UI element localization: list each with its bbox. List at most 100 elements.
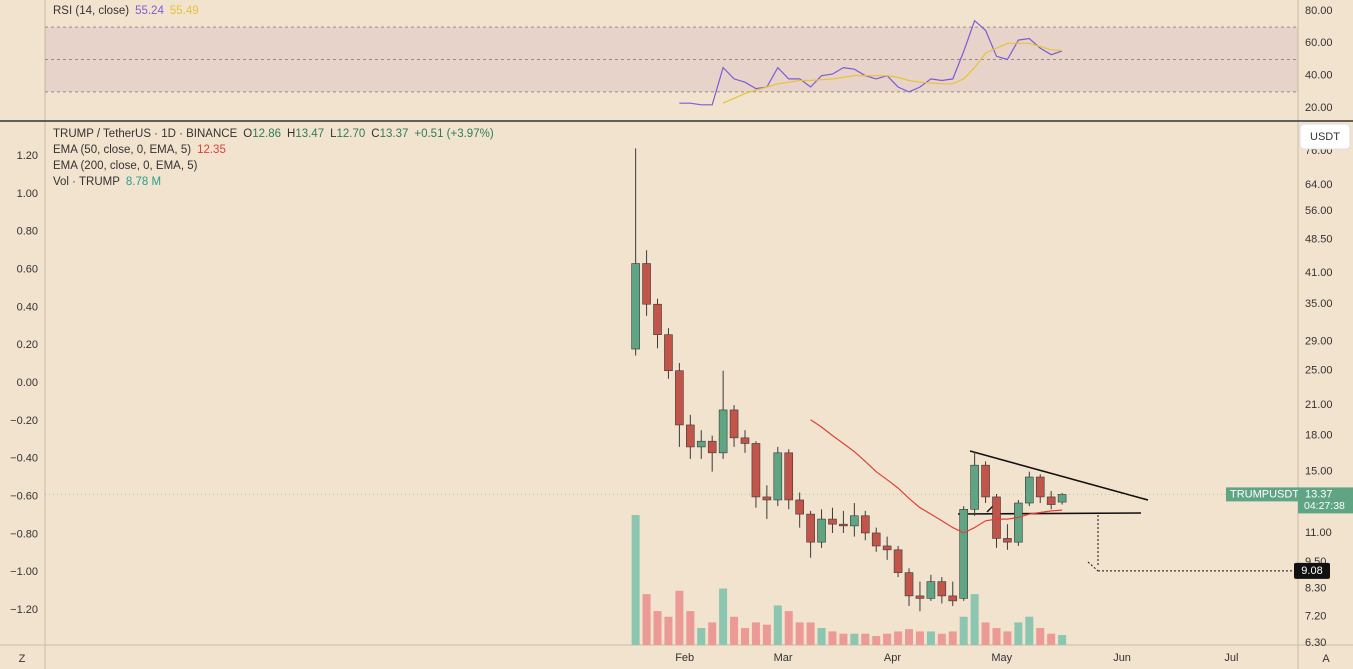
candle-body (970, 464, 979, 510)
volume-bar (817, 628, 826, 645)
candle-body (795, 499, 804, 515)
candle-body (981, 464, 990, 498)
y2-tick-label: 0.60 (17, 263, 38, 275)
candle-body (631, 263, 640, 350)
candle-body (959, 508, 968, 599)
volume-bar (1047, 633, 1056, 645)
candle-body (707, 440, 717, 454)
countdown: 04:27:38 (1304, 500, 1345, 512)
volume-bar (631, 515, 640, 645)
y2-tick-label: 0.00 (17, 377, 38, 389)
candle-body (992, 496, 1001, 539)
ohlc-key: H (287, 128, 296, 140)
y-tick-label: 64.00 (1305, 179, 1333, 191)
volume-bar (992, 628, 1001, 645)
y-tick-label: 35.00 (1305, 298, 1333, 310)
rsi-line (679, 19, 1063, 106)
candle-body (948, 595, 958, 602)
volume-bar (926, 631, 935, 645)
y2-tick-label: 0.20 (17, 339, 38, 351)
y2-tick-label: 1.20 (17, 150, 38, 162)
y-tick-label: 25.00 (1305, 365, 1333, 377)
currency-button-label[interactable]: USDT (1310, 131, 1340, 143)
x-tick-label: Mar (774, 652, 793, 664)
candle-body (653, 303, 662, 335)
timezone-button[interactable]: Z (19, 653, 26, 665)
y-tick-label: 8.30 (1305, 583, 1326, 595)
ohlc-value: 13.47 (295, 128, 325, 140)
volume-bar (806, 622, 815, 645)
y-tick-label: 48.50 (1305, 234, 1333, 246)
volume-bar (850, 633, 859, 645)
y-tick-label: 21.00 (1305, 399, 1333, 411)
volume-bar (872, 635, 881, 645)
candle-body (642, 263, 651, 305)
candle-body (806, 513, 815, 543)
y2-tick-label: −0.80 (10, 528, 38, 540)
candle-body (773, 452, 783, 501)
y-tick-label: 56.00 (1305, 205, 1333, 217)
y2-tick-label: −1.00 (10, 566, 38, 578)
auto-scale-button[interactable]: A (1322, 653, 1330, 665)
currency-button[interactable] (1299, 123, 1351, 150)
candle-body (850, 515, 859, 527)
candle-body (937, 581, 947, 597)
ema-value: 12.35 (197, 144, 226, 156)
ohlc-item: L12.70 (330, 128, 365, 140)
y2-tick-label: 1.00 (17, 188, 38, 200)
volume-bars (631, 515, 1067, 645)
x-tick-label: Jul (1224, 652, 1238, 664)
ohlc-key: O (243, 128, 253, 140)
x-tick-label: Apr (884, 652, 901, 664)
volume-bar (740, 628, 749, 645)
rsi-value: 55.24 (135, 5, 164, 17)
candle-body (893, 549, 903, 573)
y-tick-label: 7.20 (1305, 611, 1326, 623)
symbol-label: TRUMPUSDT (1230, 488, 1299, 500)
ohlc-item: C13.37 (371, 128, 408, 140)
candle-body (1025, 476, 1034, 504)
rsi-legend: RSI (14, close) 55.24 55.49 (53, 5, 205, 17)
ohlc-value: 13.37 (379, 128, 409, 140)
volume-bar (762, 624, 771, 645)
volume-bar (839, 633, 848, 645)
volume-bar (664, 616, 673, 645)
candle-body (860, 515, 870, 534)
ema200-legend: EMA (200, close, 0, EMA, 5) (53, 160, 203, 172)
candle-body (915, 595, 925, 599)
rsi-tick-label: 20.00 (1305, 102, 1333, 114)
y-tick-label: 41.00 (1305, 267, 1333, 279)
volume-bar (1058, 635, 1067, 645)
price-box (1298, 487, 1353, 514)
y2-tick-label: −1.20 (10, 604, 38, 616)
y-tick-label: 6.30 (1305, 637, 1326, 649)
ohlc-key: L (330, 128, 337, 140)
volume-bar (642, 594, 651, 645)
y-tick-label: 29.00 (1305, 335, 1333, 347)
ohlc-value: 12.70 (336, 128, 366, 140)
volume-bar (675, 590, 684, 645)
symbol-box (1226, 487, 1298, 502)
candle-body (686, 424, 695, 448)
ema-label: EMA (50, close, 0, EMA, 5) (53, 144, 192, 156)
candle-body (718, 409, 728, 454)
y2-tick-label: −0.40 (10, 453, 38, 465)
volume-value: 8.78 M (125, 176, 162, 188)
volume-bar (751, 622, 760, 645)
volume-bar (959, 616, 968, 645)
ohlc-item: H13.47 (287, 128, 324, 140)
volume-bar (937, 633, 946, 645)
symbol-title: TRUMP / TetherUS · 1D · BINANCE (53, 128, 238, 140)
ema50-legend: EMA (50, close, 0, EMA, 5) 12.35 (53, 144, 232, 156)
volume-bar (1025, 616, 1034, 645)
candle-body (1057, 494, 1067, 503)
candle-body (926, 581, 936, 599)
volume-bar (697, 628, 706, 645)
volume-bar (795, 622, 804, 645)
target-label: 9.08 (1301, 565, 1322, 577)
candle-body (1035, 476, 1045, 498)
rsi-title: RSI (14, close) (53, 5, 130, 17)
volume-bar (784, 611, 793, 645)
